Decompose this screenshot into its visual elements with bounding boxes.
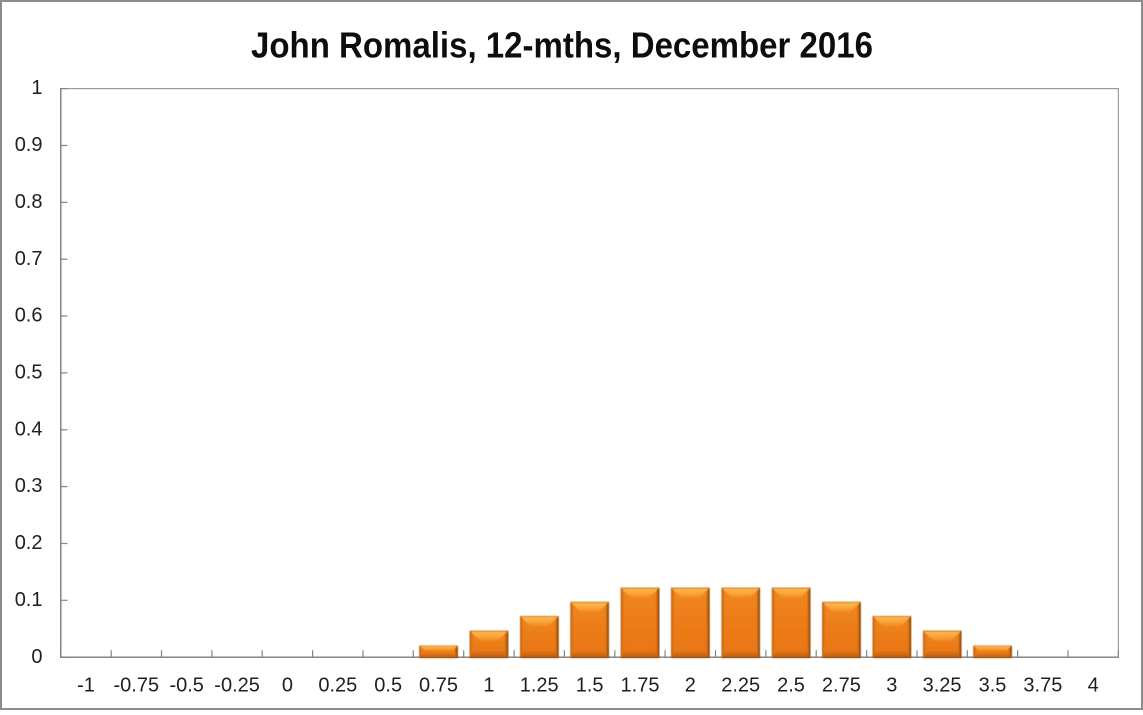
svg-text:1.25: 1.25	[520, 675, 559, 697]
svg-text:John Romalis, 12-mths, Decembe: John Romalis, 12-mths, December 2016	[251, 25, 873, 66]
svg-text:3: 3	[886, 675, 897, 697]
svg-text:-1: -1	[77, 675, 95, 697]
svg-text:3.75: 3.75	[1023, 675, 1062, 697]
svg-text:2: 2	[685, 675, 696, 697]
svg-text:3.25: 3.25	[923, 675, 962, 697]
svg-text:2.5: 2.5	[777, 675, 805, 697]
svg-text:0.4: 0.4	[15, 418, 43, 440]
svg-text:0.1: 0.1	[15, 589, 43, 611]
svg-text:2.75: 2.75	[822, 675, 861, 697]
svg-text:0.6: 0.6	[15, 305, 43, 327]
svg-text:3.5: 3.5	[979, 675, 1007, 697]
svg-text:4: 4	[1088, 675, 1099, 697]
svg-text:-0.25: -0.25	[214, 675, 260, 697]
svg-text:0.3: 0.3	[15, 475, 43, 497]
svg-text:0.9: 0.9	[15, 134, 43, 156]
svg-text:0: 0	[31, 646, 42, 668]
svg-text:1: 1	[31, 77, 42, 99]
svg-text:1.75: 1.75	[621, 675, 660, 697]
svg-text:1.5: 1.5	[576, 675, 604, 697]
svg-text:0.25: 0.25	[318, 675, 357, 697]
svg-text:0.5: 0.5	[15, 362, 43, 384]
svg-text:2.25: 2.25	[721, 675, 760, 697]
svg-text:1: 1	[483, 675, 494, 697]
svg-text:-0.75: -0.75	[114, 675, 160, 697]
svg-text:0.5: 0.5	[374, 675, 402, 697]
svg-text:0.8: 0.8	[15, 191, 43, 213]
svg-text:-0.5: -0.5	[169, 675, 203, 697]
svg-text:0: 0	[282, 675, 293, 697]
svg-text:0.75: 0.75	[419, 675, 458, 697]
svg-text:0.7: 0.7	[15, 248, 43, 270]
svg-text:0.2: 0.2	[15, 532, 43, 554]
